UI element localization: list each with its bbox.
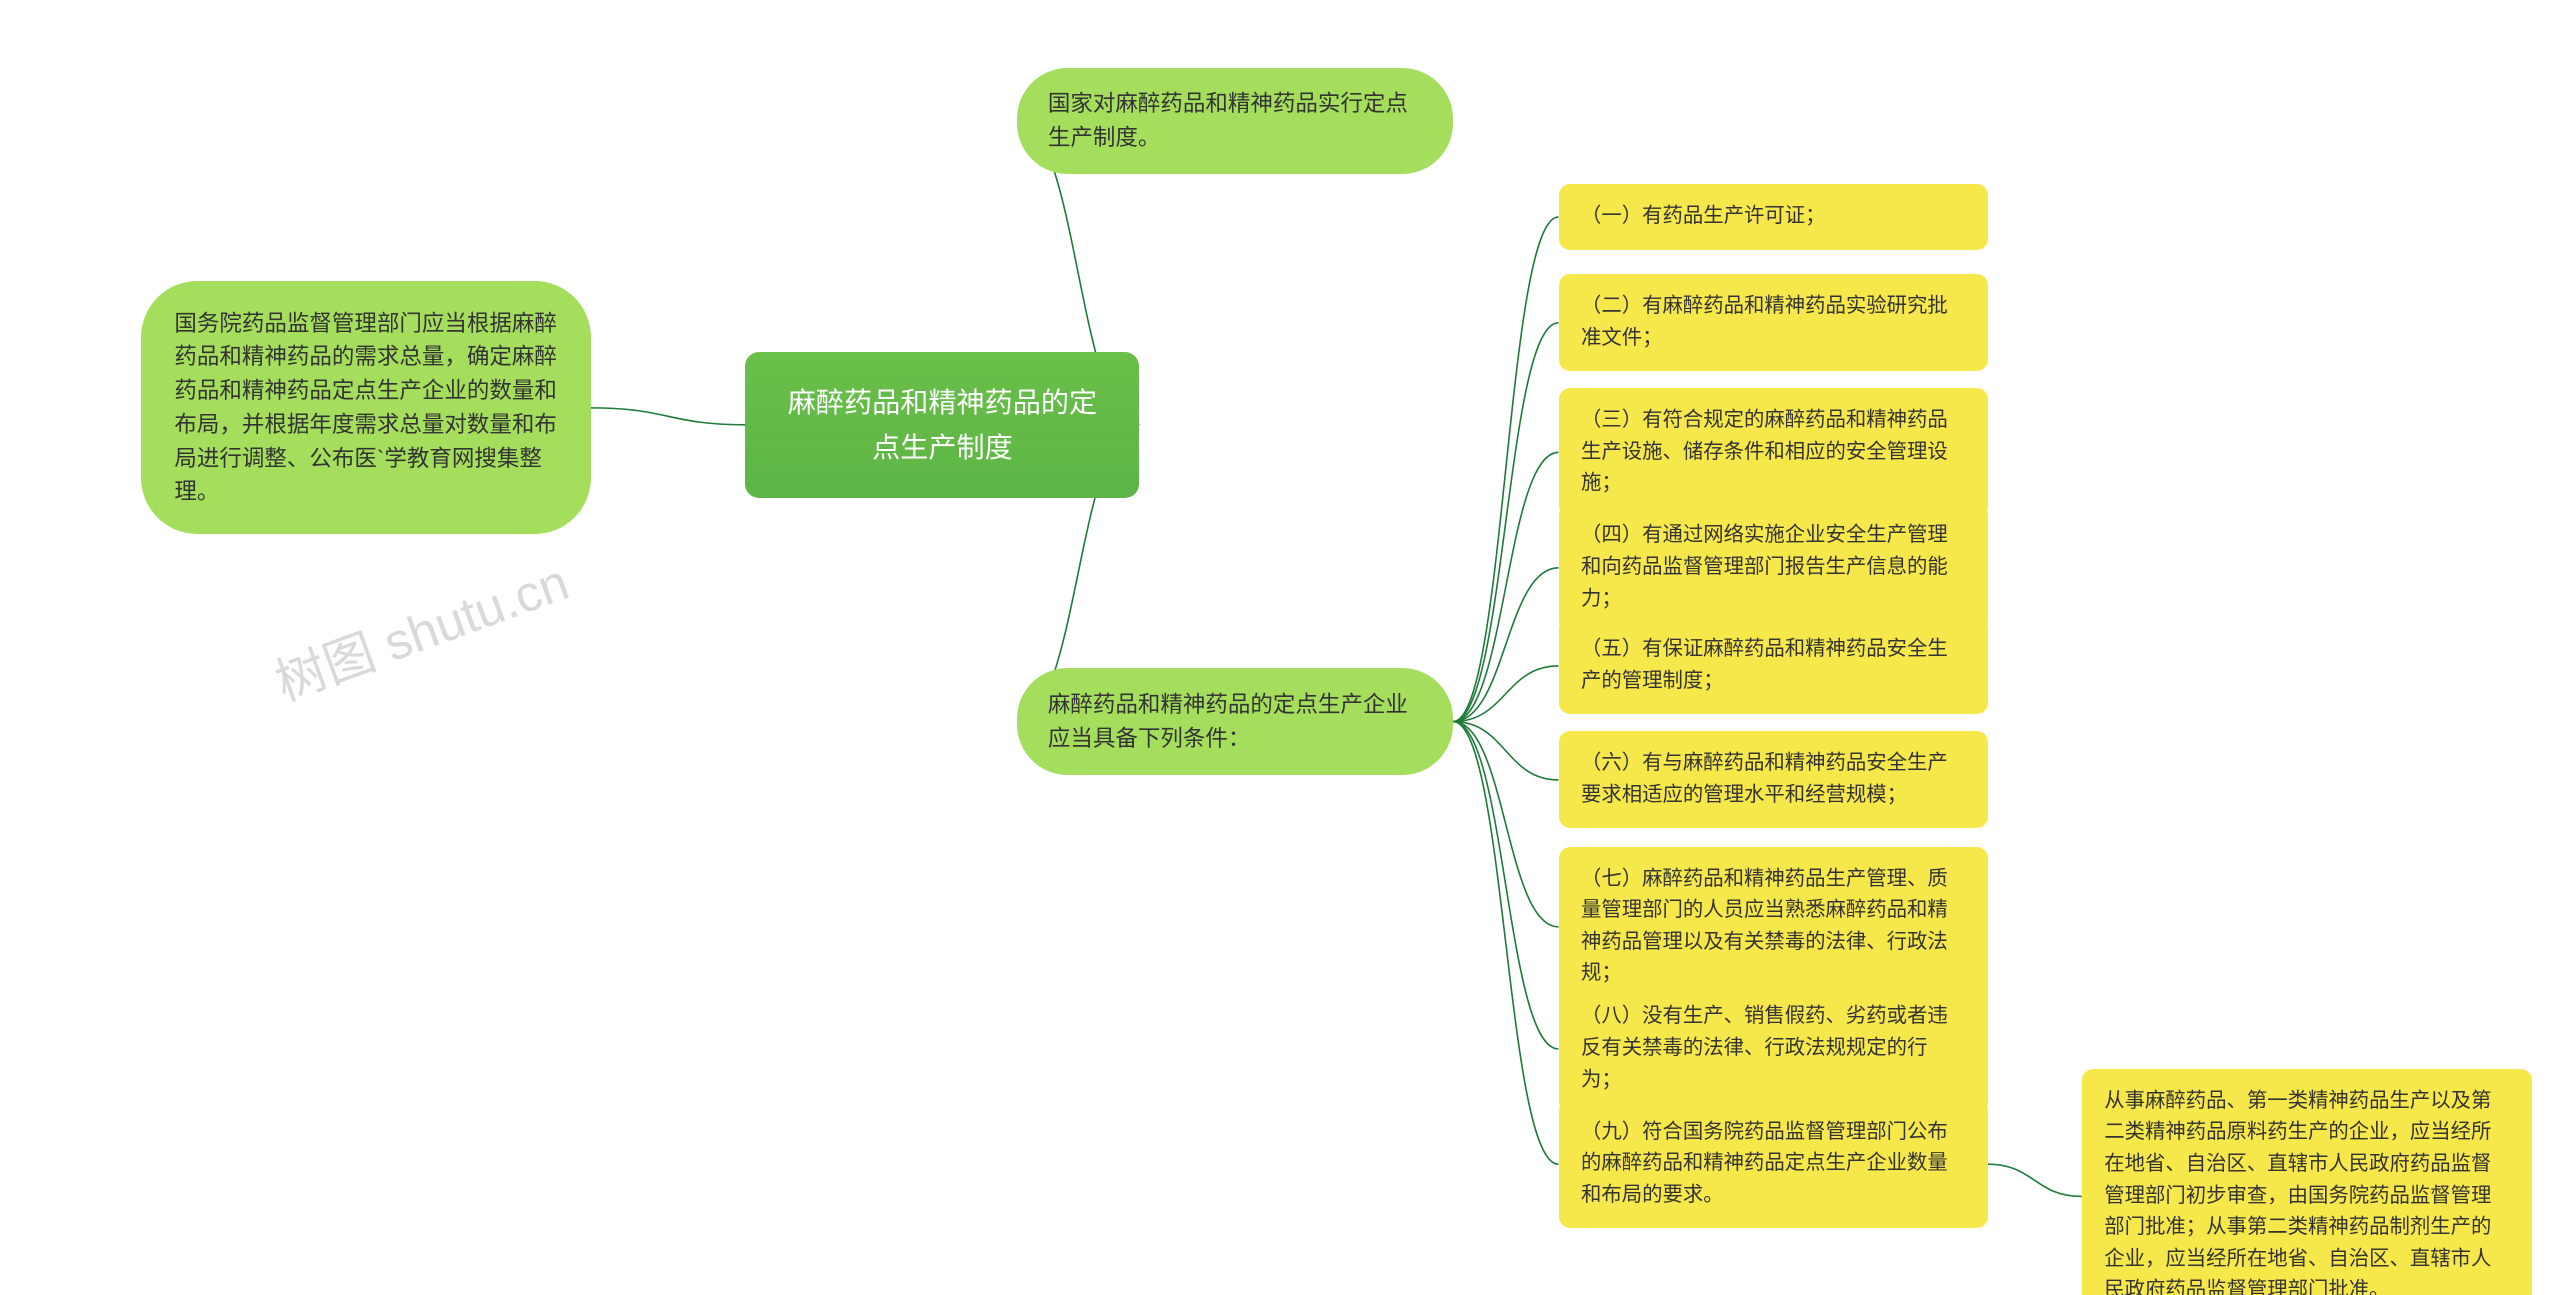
yellow-node-2: （二）有麻醉药品和精神药品实验研究批准文件；	[1559, 274, 1988, 371]
yellow-node-4: （四）有通过网络实施企业安全生产管理和向药品监督管理部门报告生产信息的能力；	[1559, 504, 1988, 633]
yellow-node-5: （五）有保证麻醉药品和精神药品安全生产的管理制度；	[1559, 617, 1988, 714]
yellow-node-7: （七）麻醉药品和精神药品生产管理、质量管理部门的人员应当熟悉麻醉药品和精神药品管…	[1559, 847, 1988, 1007]
top-green-node: 国家对麻醉药品和精神药品实行定点生产制度。	[1017, 68, 1453, 175]
yellow-node-8: （八）没有生产、销售假药、劣药或者违反有关禁毒的法律、行政法规规定的行为；	[1559, 985, 1988, 1114]
yellow-node-1: （一）有药品生产许可证；	[1559, 184, 1988, 249]
mid-green-node: 麻醉药品和精神药品的定点生产企业应当具备下列条件：	[1017, 668, 1453, 775]
yellow-node-9: （九）符合国务院药品监督管理部门公布的麻醉药品和精神药品定点生产企业数量和布局的…	[1559, 1100, 1988, 1229]
right-yellow-node: 从事麻醉药品、第一类精神药品生产以及第二类精神药品原料药生产的企业，应当经所在地…	[2082, 1069, 2532, 1295]
watermark-1: 树图 shutu.cn	[264, 541, 578, 715]
root-node: 麻醉药品和精神药品的定点生产制度	[745, 352, 1139, 498]
yellow-node-3: （三）有符合规定的麻醉药品和精神药品生产设施、储存条件和相应的安全管理设施；	[1559, 388, 1988, 517]
left-green-node: 国务院药品监督管理部门应当根据麻醉药品和精神药品的需求总量，确定麻醉药品和精神药…	[141, 281, 591, 534]
yellow-node-6: （六）有与麻醉药品和精神药品安全生产要求相适应的管理水平和经营规模；	[1559, 731, 1988, 828]
